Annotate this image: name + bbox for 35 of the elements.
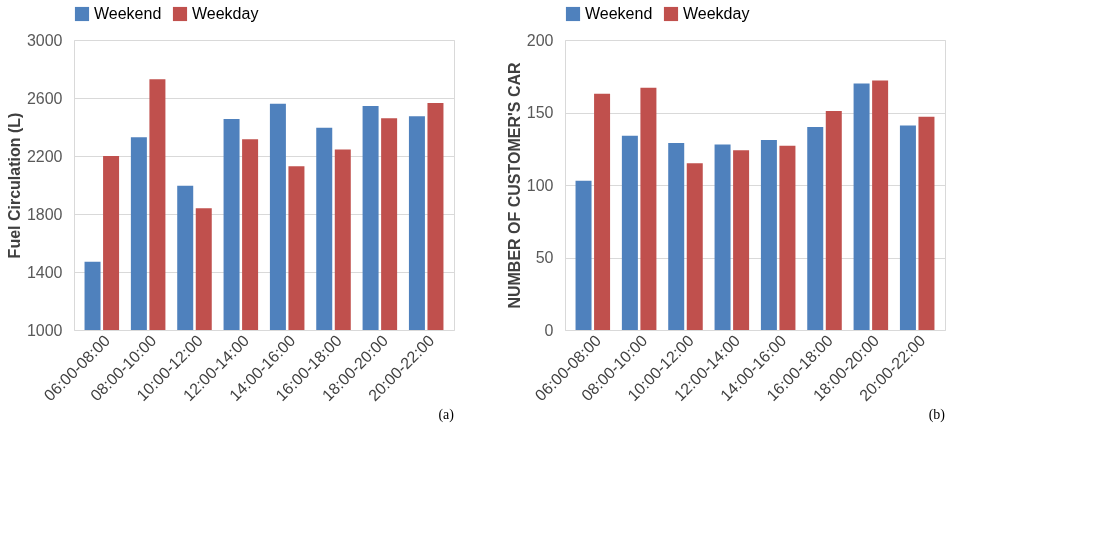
bar <box>575 180 592 330</box>
bar <box>825 111 842 330</box>
legend-label: Weekend <box>94 5 162 22</box>
bar <box>594 93 611 330</box>
y-axis-title: Fuel Circulation (L) <box>5 112 23 259</box>
bar <box>918 116 935 330</box>
legend-label: Weekday <box>683 5 750 22</box>
bar <box>853 83 870 330</box>
bar <box>733 150 750 330</box>
bar <box>714 144 731 330</box>
legend-label: Weekend <box>585 5 653 22</box>
bar <box>899 125 916 330</box>
legend-label: Weekday <box>192 5 259 22</box>
bar <box>668 142 685 330</box>
y-tick-label: 2200 <box>26 147 63 165</box>
y-tick-label: 1000 <box>26 321 63 339</box>
bar <box>640 87 657 330</box>
y-tick-label: 200 <box>526 31 554 49</box>
y-tick-label: 100 <box>526 176 554 194</box>
bar <box>686 163 703 330</box>
y-tick-label: 3000 <box>26 31 63 49</box>
y-tick-label: 150 <box>526 104 554 121</box>
y-tick-label: 0 <box>544 321 554 339</box>
bar <box>872 80 889 330</box>
y-tick-label: 1800 <box>26 205 63 223</box>
y-tick-label: 50 <box>535 249 554 266</box>
bar <box>779 145 796 330</box>
text: (a) <box>438 406 455 423</box>
bar <box>807 127 824 330</box>
y-tick-label: 2600 <box>26 89 63 107</box>
y-axis-title: NUMBER OF CUSTOMER'S CAR <box>505 61 523 309</box>
bar <box>621 135 638 330</box>
text: (b) <box>928 406 946 423</box>
bar <box>760 140 777 330</box>
y-tick-label: 1400 <box>26 263 63 281</box>
